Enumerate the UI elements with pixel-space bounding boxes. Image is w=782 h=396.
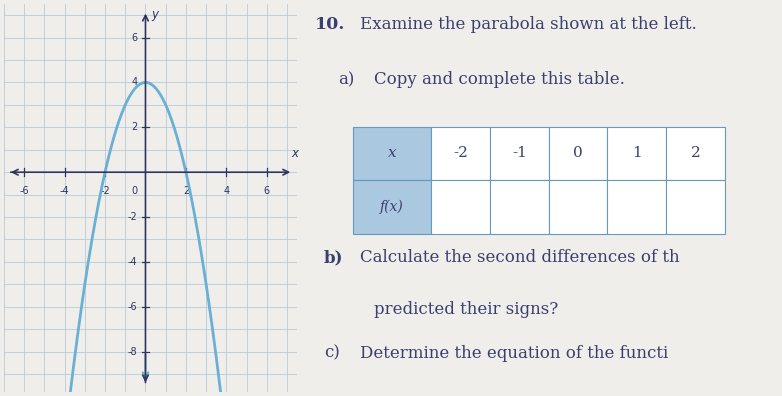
Text: x: x bbox=[388, 147, 396, 160]
Text: 4: 4 bbox=[131, 78, 138, 88]
Bar bbox=[490, 180, 549, 234]
Text: x: x bbox=[292, 147, 299, 160]
Bar bbox=[490, 127, 549, 180]
Text: Calculate the second differences of th: Calculate the second differences of th bbox=[360, 249, 680, 267]
Text: 2: 2 bbox=[691, 147, 701, 160]
Text: c): c) bbox=[324, 345, 340, 362]
Text: 1: 1 bbox=[632, 147, 641, 160]
Text: 4: 4 bbox=[224, 186, 229, 196]
Bar bbox=[432, 127, 490, 180]
Bar bbox=[353, 127, 432, 180]
Bar bbox=[549, 180, 608, 234]
Text: Examine the parabola shown at the left.: Examine the parabola shown at the left. bbox=[360, 16, 697, 33]
Text: -2: -2 bbox=[454, 147, 468, 160]
Text: 6: 6 bbox=[264, 186, 270, 196]
Bar bbox=[353, 180, 432, 234]
Text: -6: -6 bbox=[20, 186, 29, 196]
Text: 0: 0 bbox=[131, 186, 138, 196]
Text: -2: -2 bbox=[100, 186, 110, 196]
Text: -4: -4 bbox=[59, 186, 70, 196]
Text: b): b) bbox=[324, 249, 343, 267]
Text: 6: 6 bbox=[131, 32, 138, 43]
Text: -2: -2 bbox=[127, 212, 138, 222]
Text: Copy and complete this table.: Copy and complete this table. bbox=[374, 71, 625, 88]
Bar bbox=[549, 127, 608, 180]
Text: y: y bbox=[152, 8, 159, 21]
Text: Determine the equation of the functi: Determine the equation of the functi bbox=[360, 345, 668, 362]
Bar bbox=[608, 127, 666, 180]
Text: -8: -8 bbox=[127, 346, 138, 357]
Text: a): a) bbox=[339, 71, 355, 88]
Text: -1: -1 bbox=[512, 147, 527, 160]
Bar bbox=[666, 127, 725, 180]
Text: 2: 2 bbox=[131, 122, 138, 132]
Bar bbox=[666, 180, 725, 234]
Text: predicted their signs?: predicted their signs? bbox=[374, 301, 558, 318]
Text: -6: -6 bbox=[127, 302, 138, 312]
Text: 2: 2 bbox=[183, 186, 189, 196]
Text: 10.: 10. bbox=[314, 16, 345, 33]
Bar bbox=[432, 180, 490, 234]
Text: f(x): f(x) bbox=[380, 200, 404, 214]
Text: -4: -4 bbox=[127, 257, 138, 267]
Text: 0: 0 bbox=[573, 147, 583, 160]
Bar bbox=[608, 180, 666, 234]
